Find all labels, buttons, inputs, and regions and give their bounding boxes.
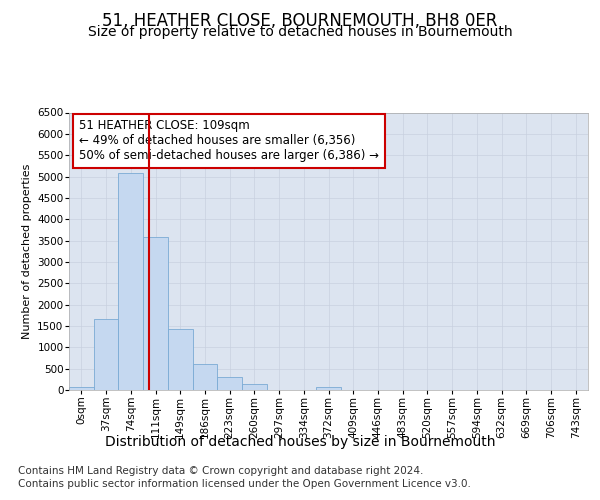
Bar xyxy=(168,330,193,390)
Bar xyxy=(69,387,94,390)
Bar xyxy=(316,388,341,390)
Bar xyxy=(143,236,168,390)
Bar xyxy=(242,384,267,390)
Text: Size of property relative to detached houses in Bournemouth: Size of property relative to detached ho… xyxy=(88,25,512,39)
Bar xyxy=(193,364,217,390)
Text: Contains public sector information licensed under the Open Government Licence v3: Contains public sector information licen… xyxy=(18,479,471,489)
Y-axis label: Number of detached properties: Number of detached properties xyxy=(22,164,32,339)
Bar xyxy=(94,318,118,390)
Bar xyxy=(118,173,143,390)
Text: 51, HEATHER CLOSE, BOURNEMOUTH, BH8 0ER: 51, HEATHER CLOSE, BOURNEMOUTH, BH8 0ER xyxy=(103,12,497,30)
Text: Distribution of detached houses by size in Bournemouth: Distribution of detached houses by size … xyxy=(105,435,495,449)
Text: 51 HEATHER CLOSE: 109sqm
← 49% of detached houses are smaller (6,356)
50% of sem: 51 HEATHER CLOSE: 109sqm ← 49% of detach… xyxy=(79,120,379,162)
Text: Contains HM Land Registry data © Crown copyright and database right 2024.: Contains HM Land Registry data © Crown c… xyxy=(18,466,424,476)
Bar xyxy=(217,378,242,390)
